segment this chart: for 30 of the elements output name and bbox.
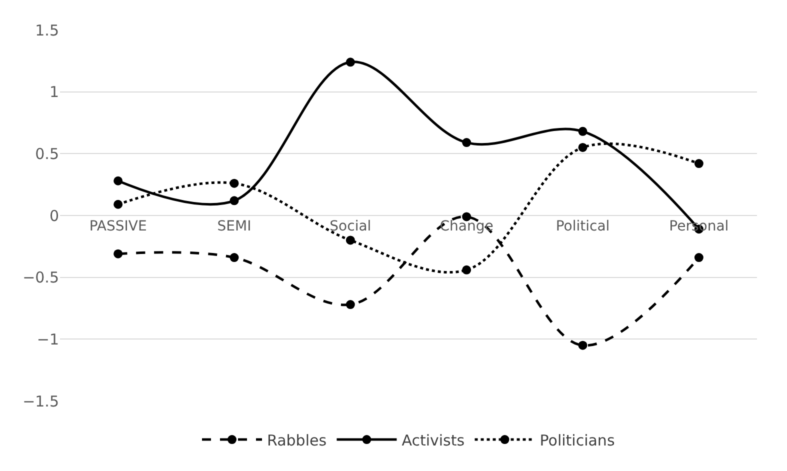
point — [462, 265, 472, 274]
point — [230, 196, 239, 206]
legend-label: Rabbles — [267, 431, 327, 450]
x-tick-label: Social — [330, 218, 372, 234]
y-tick-label: 0 — [49, 206, 59, 225]
point — [230, 253, 239, 262]
x-tick-label: PASSIVE — [89, 218, 147, 234]
point — [346, 236, 355, 245]
point — [694, 159, 704, 168]
y-tick-label: 0.5 — [35, 144, 59, 163]
x-tick-label: Political — [556, 218, 610, 234]
y-tick-label: −1 — [36, 330, 59, 348]
y-tick-label: 1.5 — [35, 21, 59, 40]
point — [694, 253, 704, 262]
legend-label: Politicians — [540, 431, 615, 450]
x-tick-label: SEMI — [217, 218, 252, 234]
point — [114, 200, 123, 209]
point — [578, 142, 588, 152]
point — [578, 126, 588, 136]
point — [230, 178, 239, 188]
point — [578, 340, 588, 350]
point — [346, 58, 355, 67]
y-tick-label: 1 — [49, 83, 59, 102]
y-tick-label: −1.5 — [22, 392, 59, 410]
point — [114, 249, 123, 258]
point — [462, 138, 472, 148]
point — [346, 300, 355, 310]
y-tick-label: −0.5 — [22, 268, 59, 287]
point — [114, 176, 123, 186]
legend-label: Activists — [402, 431, 465, 450]
